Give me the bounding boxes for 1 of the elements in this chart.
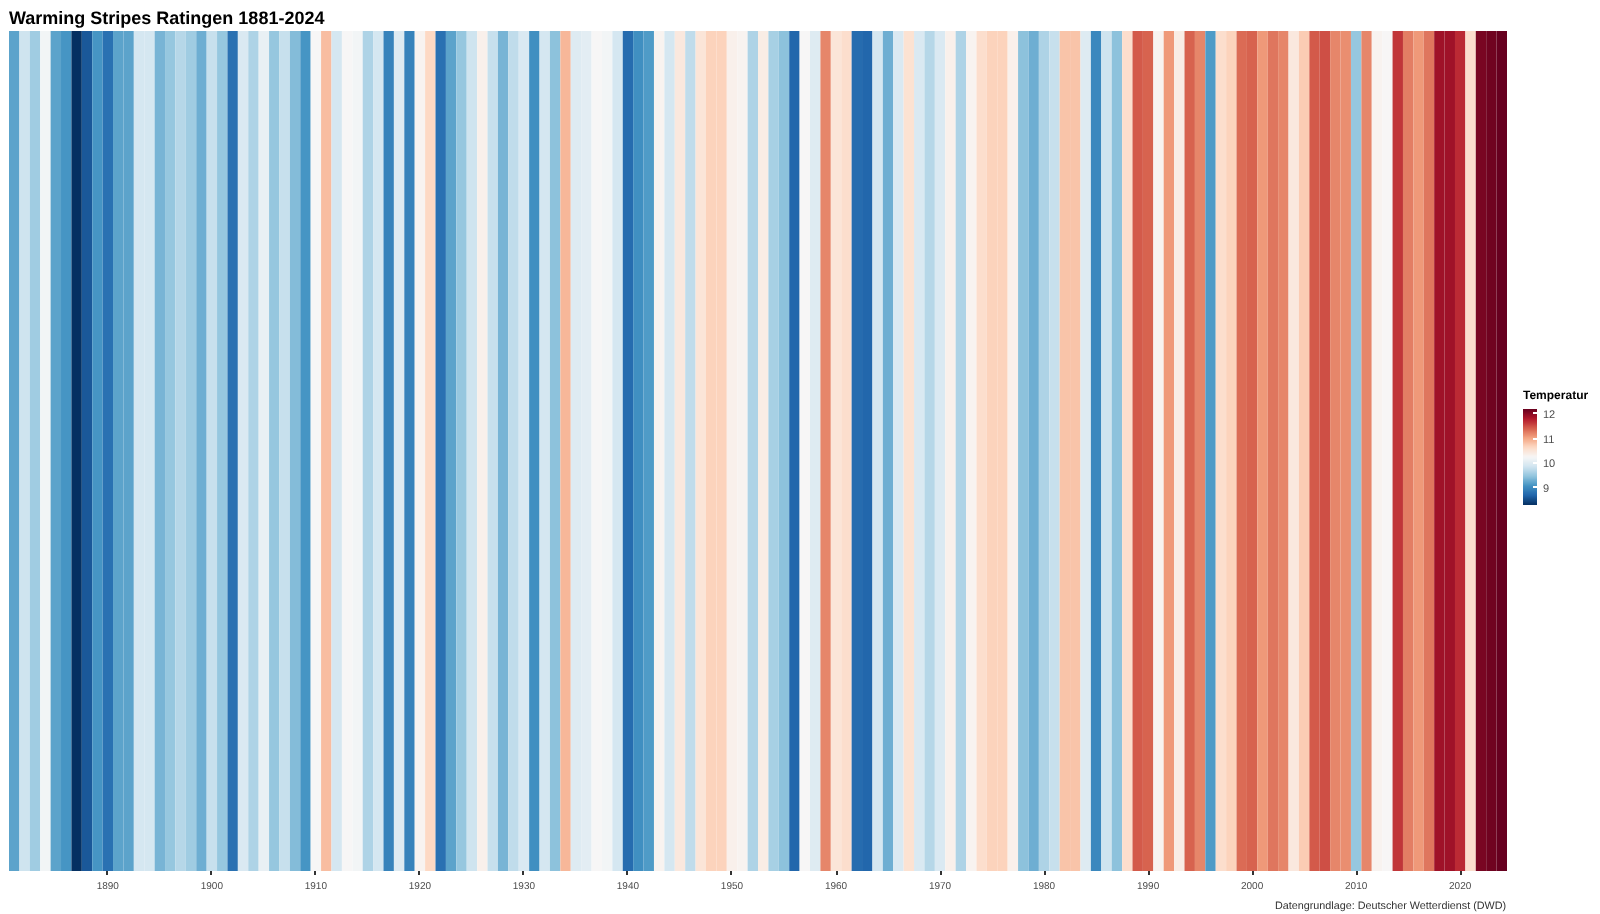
chart-title: Warming Stripes Ratingen 1881-2024	[9, 8, 325, 28]
